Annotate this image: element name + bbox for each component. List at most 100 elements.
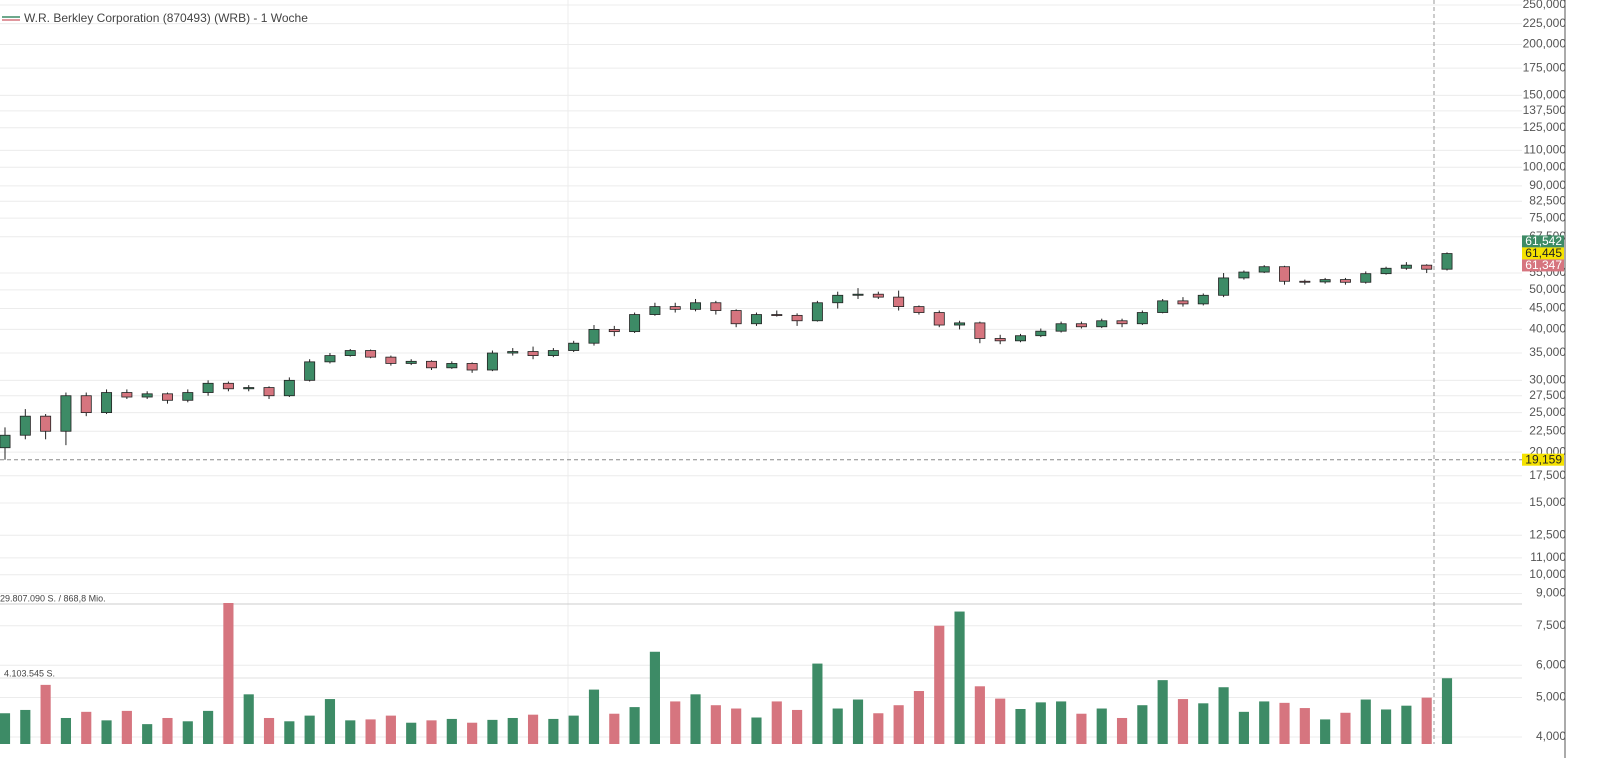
- volume-bar: [832, 708, 843, 744]
- y-tick-label: 225,000: [1523, 16, 1567, 30]
- candle-body: [1319, 279, 1331, 283]
- candle-body: [710, 302, 722, 311]
- candle-body: [507, 351, 519, 354]
- candle-body: [1279, 266, 1290, 282]
- y-tick-label: 125,000: [1523, 120, 1567, 134]
- volume-bar: [1401, 705, 1412, 744]
- y-tick-label: 17,500: [1529, 468, 1566, 482]
- volume-bar: [426, 720, 437, 744]
- volume-bar: [893, 705, 904, 744]
- candle-body: [486, 352, 498, 371]
- y-tick-label: 22,500: [1529, 423, 1566, 437]
- candle-body: [385, 356, 397, 364]
- volume-bar: [812, 663, 823, 744]
- volume-bar: [1116, 717, 1128, 744]
- volume-bar: [121, 710, 132, 744]
- candle-body: [1116, 320, 1128, 325]
- volume-bar: [304, 715, 315, 744]
- volume-bar: [142, 724, 153, 744]
- candle-body: [629, 314, 641, 333]
- volume-bar: [40, 684, 51, 744]
- volume-bar: [751, 717, 762, 744]
- y-tick-label: 90,000: [1529, 178, 1566, 192]
- candle-body: [283, 379, 295, 397]
- candle-body: [1157, 300, 1169, 313]
- candle-body: [893, 296, 905, 307]
- volume-bar: [487, 719, 498, 744]
- price-label: 61,445: [1525, 246, 1562, 260]
- candle-body: [1197, 294, 1209, 305]
- y-tick-label: 110,000: [1524, 143, 1567, 157]
- candle-body: [1015, 335, 1026, 342]
- candle-body: [141, 393, 153, 398]
- y-tick-label: 5,000: [1536, 690, 1566, 704]
- candle-body: [80, 395, 92, 413]
- y-tick-label: 30,000: [1529, 372, 1566, 386]
- volume-bar: [609, 713, 620, 744]
- candle-body: [101, 392, 113, 413]
- candle-body: [222, 382, 234, 390]
- candle-body: [1096, 320, 1108, 328]
- candle-body: [426, 360, 437, 369]
- candle-body: [19, 415, 31, 436]
- volume-bar: [1380, 709, 1392, 744]
- volume-bar: [974, 686, 985, 744]
- candle-body: [933, 312, 945, 326]
- candle-body: [669, 306, 681, 310]
- volume-bar: [1157, 680, 1168, 744]
- volume-bar: [1198, 703, 1209, 744]
- candle-body: [1380, 267, 1392, 275]
- candle-body: [872, 293, 884, 298]
- candle-body: [1360, 273, 1372, 283]
- volume-bar: [345, 720, 356, 744]
- y-tick-label: 9,000: [1536, 586, 1566, 600]
- candle-body: [771, 314, 783, 316]
- candle-body: [446, 363, 458, 369]
- y-tick-label: 10,000: [1529, 567, 1566, 581]
- candle-body: [750, 314, 762, 325]
- y-tick-label: 35,000: [1529, 345, 1566, 359]
- price-label: 61,347: [1525, 258, 1562, 272]
- volume-bar: [162, 717, 173, 744]
- candle-body: [1075, 323, 1087, 328]
- volume-bar: [670, 701, 681, 744]
- price-label-box: [1522, 453, 1564, 466]
- volume-bar: [731, 708, 742, 744]
- y-tick-label: 175,000: [1523, 60, 1567, 74]
- candle-body: [832, 294, 844, 304]
- candle-body: [1136, 312, 1148, 325]
- volume-bar: [548, 718, 559, 744]
- candle-body: [1421, 264, 1433, 270]
- candle-body: [182, 392, 194, 401]
- volume-bar: [1360, 699, 1371, 744]
- volume-bar: [913, 691, 925, 744]
- volume-bar: [1259, 701, 1270, 744]
- volume-bar: [588, 689, 600, 744]
- volume-bar: [1320, 719, 1331, 744]
- candle-body: [994, 338, 1006, 342]
- candle-body: [852, 293, 864, 296]
- candle-body: [568, 342, 580, 351]
- candle-body: [1238, 271, 1250, 279]
- candle-body: [202, 382, 214, 393]
- y-tick-label: 15,000: [1529, 495, 1566, 509]
- volume-bar: [365, 719, 376, 744]
- candle-body: [1258, 266, 1270, 273]
- candle-body: [121, 392, 133, 398]
- y-tick-label: 6,000: [1536, 657, 1566, 671]
- y-tick-label: 200,000: [1523, 37, 1567, 51]
- candle-body: [324, 355, 336, 363]
- volume-bar: [385, 715, 396, 744]
- volume-bar: [1340, 712, 1351, 744]
- candle-body: [588, 329, 600, 344]
- volume-label: 29.807.090 S. / 868,8 Mio.: [0, 593, 106, 603]
- volume-bar: [0, 713, 11, 744]
- candle-body: [466, 363, 478, 371]
- y-tick-label: 50,000: [1529, 282, 1566, 296]
- y-tick-label: 40,000: [1529, 322, 1566, 336]
- volume-bar: [1015, 708, 1026, 744]
- volume-bar: [1218, 687, 1229, 744]
